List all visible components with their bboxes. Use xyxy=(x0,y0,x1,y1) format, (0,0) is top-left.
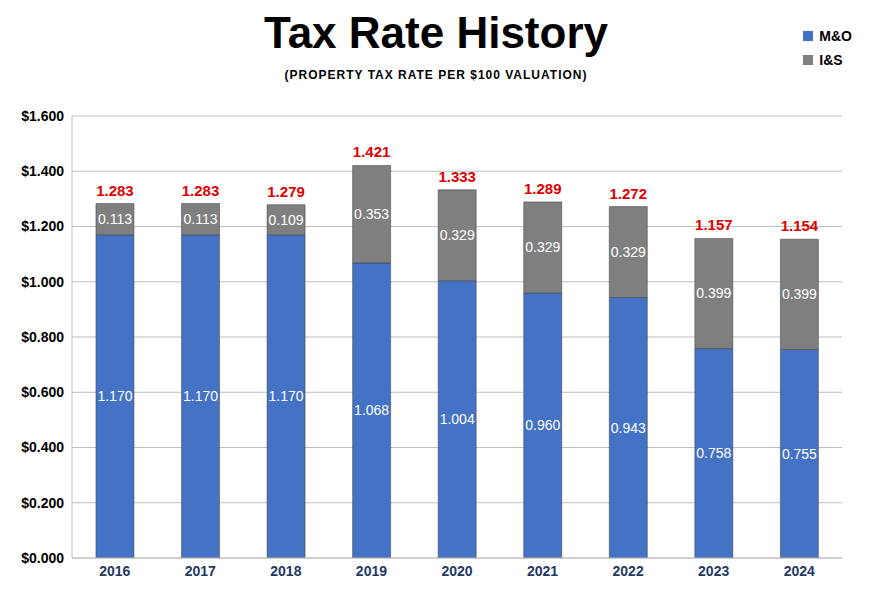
svg-text:0.329: 0.329 xyxy=(525,239,560,255)
svg-text:2023: 2023 xyxy=(698,563,729,579)
svg-text:1.421: 1.421 xyxy=(353,143,391,160)
svg-text:2016: 2016 xyxy=(99,563,130,579)
html-text:I&S: I&S xyxy=(819,52,843,68)
svg-text:1.068: 1.068 xyxy=(354,402,389,418)
svg-text:2021: 2021 xyxy=(527,563,558,579)
svg-text:1.333: 1.333 xyxy=(438,168,476,185)
svg-text:$1.600: $1.600 xyxy=(21,108,64,124)
svg-text:0.755: 0.755 xyxy=(782,446,817,462)
svg-text:1.154: 1.154 xyxy=(781,217,819,234)
svg-text:0.758: 0.758 xyxy=(696,445,731,461)
svg-text:1.279: 1.279 xyxy=(267,183,305,200)
svg-text:$0.400: $0.400 xyxy=(21,439,64,455)
svg-text:0.113: 0.113 xyxy=(184,211,218,227)
svg-text:$1.400: $1.400 xyxy=(21,163,64,179)
svg-text:$0.200: $0.200 xyxy=(21,495,64,511)
svg-text:0.113: 0.113 xyxy=(98,211,132,227)
svg-text:1.004: 1.004 xyxy=(440,411,475,427)
svg-text:$0.000: $0.000 xyxy=(21,550,64,566)
svg-text:2018: 2018 xyxy=(270,563,301,579)
svg-text:1.170: 1.170 xyxy=(269,388,304,404)
svg-text:1.157: 1.157 xyxy=(695,216,733,233)
svg-text:1.283: 1.283 xyxy=(96,182,134,199)
svg-text:2024: 2024 xyxy=(784,563,815,579)
svg-text:$1.200: $1.200 xyxy=(21,218,64,234)
svg-text:0.399: 0.399 xyxy=(696,285,731,301)
svg-text:2017: 2017 xyxy=(185,563,216,579)
html-text:(PROPERTY TAX RATE PER $100 VA: (PROPERTY TAX RATE PER $100 VALUATION) xyxy=(284,68,588,82)
html-text:Tax Rate History: Tax Rate History xyxy=(264,8,608,57)
svg-text:2020: 2020 xyxy=(441,563,472,579)
svg-text:0.399: 0.399 xyxy=(782,286,817,302)
svg-text:0.329: 0.329 xyxy=(440,227,475,243)
svg-text:0.353: 0.353 xyxy=(354,206,389,222)
svg-text:$0.600: $0.600 xyxy=(21,384,64,400)
svg-text:0.329: 0.329 xyxy=(611,244,646,260)
html-text:M&O: M&O xyxy=(819,28,852,44)
svg-text:1.170: 1.170 xyxy=(183,388,218,404)
svg-text:1.170: 1.170 xyxy=(97,388,132,404)
svg-text:2019: 2019 xyxy=(356,563,387,579)
svg-text:1.289: 1.289 xyxy=(524,180,562,197)
svg-text:0.960: 0.960 xyxy=(525,417,560,433)
svg-text:1.283: 1.283 xyxy=(182,182,220,199)
svg-text:$0.800: $0.800 xyxy=(21,329,64,345)
svg-text:2022: 2022 xyxy=(613,563,644,579)
svg-text:$1.000: $1.000 xyxy=(21,274,64,290)
svg-text:0.943: 0.943 xyxy=(611,420,646,436)
svg-text:0.109: 0.109 xyxy=(269,212,304,228)
svg-text:1.272: 1.272 xyxy=(610,185,648,202)
